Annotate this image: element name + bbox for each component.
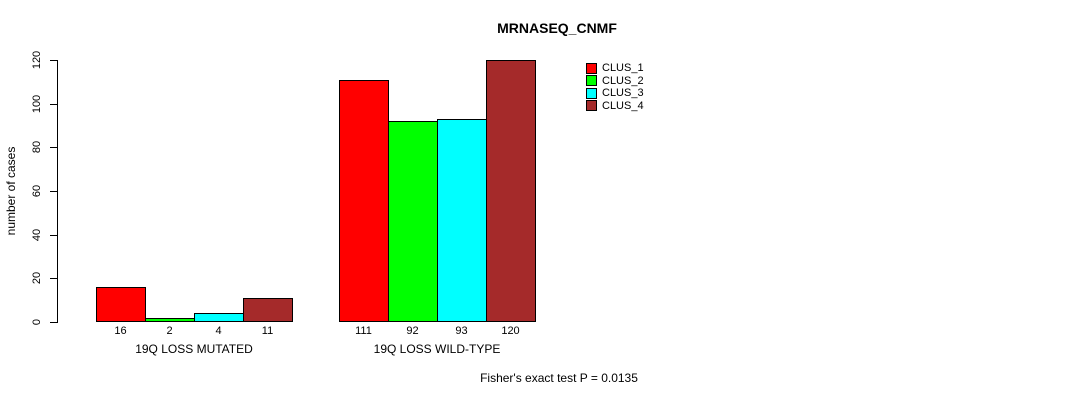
bar-value-label: 2 <box>166 325 173 337</box>
legend-swatch-icon <box>586 75 597 87</box>
legend-swatch-icon <box>586 87 597 99</box>
y-tick-label: 40 <box>31 228 43 241</box>
y-tick-label: 60 <box>31 184 43 198</box>
bar-clus_4-1 <box>243 298 293 322</box>
y-tick-label: 100 <box>31 94 43 113</box>
chart-title: MRNASEQ_CNMF <box>497 20 617 36</box>
bar-value-label: 120 <box>501 325 520 337</box>
bar-clus_3-2 <box>437 119 487 322</box>
legend-item: CLUS_1 <box>586 62 644 75</box>
bar-value-label: 111 <box>355 325 372 337</box>
legend-item: CLUS_2 <box>586 75 644 88</box>
y-tick-label: 0 <box>31 318 43 326</box>
y-tick-mark <box>50 278 57 280</box>
y-axis-line <box>57 60 58 323</box>
legend-item: CLUS_4 <box>586 100 644 113</box>
legend-label: CLUS_2 <box>602 74 644 87</box>
legend-label: CLUS_1 <box>602 62 644 75</box>
group-label: 19Q LOSS WILD-TYPE <box>373 342 501 356</box>
y-axis-label: number of cases <box>4 146 18 236</box>
annotation-text: Fisher's exact test P = 0.0135 <box>480 371 638 385</box>
bar-clus_2-1 <box>145 318 195 322</box>
legend-label: CLUS_4 <box>602 99 644 112</box>
y-tick-mark <box>50 191 57 192</box>
y-tick-label: 80 <box>31 141 43 154</box>
bar-value-label: 16 <box>114 325 127 337</box>
y-tick-mark <box>50 103 57 105</box>
bar-value-label: 93 <box>455 325 468 337</box>
y-tick-mark <box>50 322 57 323</box>
bar-value-label: 11 <box>261 325 274 337</box>
legend-item: CLUS_3 <box>586 87 644 100</box>
legend-swatch-icon <box>586 62 597 74</box>
bar-value-label: 4 <box>215 325 222 337</box>
y-tick-mark <box>50 147 57 149</box>
y-tick-mark <box>50 60 57 61</box>
y-tick-mark <box>50 234 57 236</box>
bar-clus_1-1 <box>96 287 146 322</box>
y-tick-label: 120 <box>31 50 43 70</box>
group-label: 19Q LOSS MUTATED <box>135 342 253 356</box>
bar-value-label: 92 <box>406 325 419 337</box>
y-tick-label: 20 <box>31 272 43 285</box>
legend-label: CLUS_3 <box>602 87 644 100</box>
legend: CLUS_1 CLUS_2 CLUS_3 CLUS_4 <box>586 62 644 112</box>
bar-clus_1-2 <box>339 80 389 322</box>
bar-clus_4-2 <box>486 60 536 322</box>
bar-clus_3-1 <box>194 313 244 322</box>
legend-swatch-icon <box>586 100 597 112</box>
bar-clus_2-2 <box>388 121 438 322</box>
